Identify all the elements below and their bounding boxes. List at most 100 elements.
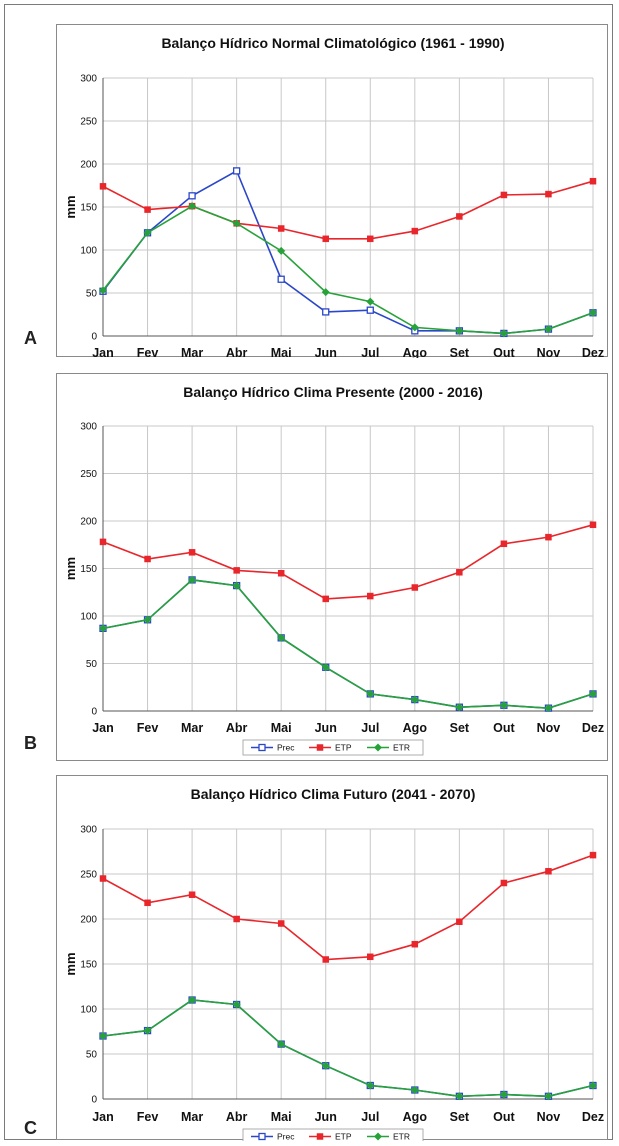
data-point	[411, 227, 419, 235]
data-point	[499, 329, 508, 338]
x-tick-label: Jan	[92, 1110, 114, 1124]
y-tick-label: 100	[80, 1005, 97, 1016]
data-point	[500, 540, 508, 548]
data-point	[321, 288, 330, 297]
data-point	[99, 624, 107, 633]
legend-swatch-marker	[258, 743, 266, 752]
data-point	[499, 1090, 508, 1099]
chart-panel-c: Balanço Hídrico Clima Futuro (2041 - 207…	[56, 775, 608, 1141]
data-point	[277, 920, 285, 927]
gridlines	[102, 425, 594, 712]
data-point	[455, 1092, 464, 1101]
x-tick-label: Fev	[137, 721, 159, 735]
y-tick-label: 250	[80, 117, 97, 128]
data-point	[456, 569, 463, 576]
y-axis-label: mm	[63, 557, 78, 580]
y-axis-label: mm	[63, 952, 78, 975]
data-point	[544, 1092, 553, 1101]
data-point	[411, 584, 419, 591]
x-tick-label: Jul	[361, 721, 379, 735]
data-point	[99, 183, 107, 190]
legend-swatch-marker	[316, 1133, 324, 1140]
data-point	[99, 286, 107, 295]
series-line-prec	[102, 999, 594, 1098]
data-point	[456, 213, 463, 220]
y-tick-label: 300	[80, 825, 97, 836]
y-tick-label: 250	[80, 870, 97, 881]
x-tick-label: Mar	[181, 721, 203, 735]
series-etr	[99, 202, 597, 338]
panel-label-c: C	[24, 1118, 37, 1138]
data-point	[277, 570, 285, 577]
data-point	[589, 851, 597, 859]
y-tick-label: 300	[80, 74, 97, 85]
data-point	[188, 192, 196, 200]
y-tick-label: 150	[80, 960, 97, 971]
series-etr	[99, 575, 597, 713]
series-line-etp	[102, 180, 594, 240]
x-tick-label: Mar	[181, 346, 203, 358]
legend: Prec ETP ETR	[242, 1128, 424, 1141]
data-point	[545, 190, 552, 198]
data-point	[233, 915, 240, 923]
series-etr	[99, 996, 597, 1101]
x-tick-label: Dez	[582, 1110, 604, 1124]
chart-title: Balanço Hídrico Clima Presente (2000 - 2…	[183, 384, 483, 400]
y-tick-label: 50	[86, 289, 98, 300]
data-point	[411, 940, 419, 948]
data-point	[322, 235, 329, 243]
series-etp	[99, 521, 597, 603]
x-tick-label: Ago	[403, 346, 428, 358]
legend-swatch-marker	[316, 744, 324, 751]
x-tick-label: Ago	[403, 721, 428, 735]
data-point	[410, 695, 419, 704]
series-line-prec	[102, 579, 594, 709]
data-point	[188, 549, 196, 556]
data-point	[188, 202, 197, 211]
data-point	[99, 538, 107, 546]
x-tick-label: Nov	[537, 1110, 561, 1124]
data-point	[366, 1081, 375, 1090]
legend: Prec ETP ETR	[242, 739, 424, 756]
data-point	[410, 323, 419, 332]
data-point	[232, 219, 241, 228]
data-point	[322, 308, 330, 316]
series-line-etr	[102, 579, 594, 709]
panel-label-a: A	[24, 328, 37, 348]
x-tick-label: Jul	[361, 346, 379, 358]
legend-swatch-marker	[258, 1132, 266, 1141]
x-tick-label: Out	[493, 721, 515, 735]
data-point	[500, 191, 508, 199]
gridlines	[102, 828, 594, 1100]
x-tick-label: Mai	[271, 346, 292, 358]
legend-label: ETP	[335, 743, 352, 753]
data-point	[366, 297, 375, 306]
chart-title: Balanço Hídrico Clima Futuro (2041 - 207…	[191, 786, 476, 802]
x-tick-label: Out	[493, 346, 515, 358]
data-point	[143, 228, 152, 237]
x-tick-label: Jan	[92, 721, 114, 735]
data-point	[500, 879, 508, 887]
data-point	[143, 1026, 152, 1035]
series-etp	[99, 851, 597, 963]
data-point	[545, 533, 552, 541]
y-tick-label: 150	[80, 564, 97, 575]
data-point	[410, 1086, 419, 1094]
series-line-etr	[102, 205, 594, 335]
data-point	[144, 555, 151, 563]
x-tick-label: Jun	[315, 346, 337, 358]
data-point	[277, 246, 286, 255]
x-tick-label: Mai	[271, 1110, 292, 1124]
x-tick-label: Mar	[181, 1110, 203, 1124]
x-tick-label: Jun	[315, 1110, 337, 1124]
x-tick-label: Out	[493, 1110, 515, 1124]
data-point	[277, 1040, 286, 1049]
x-tick-label: Dez	[582, 346, 604, 358]
y-tick-label: 100	[80, 246, 97, 257]
series-line-etp	[102, 854, 594, 961]
y-axis-label: mm	[63, 195, 78, 218]
data-point	[144, 206, 151, 213]
series-line-etp	[102, 524, 594, 600]
data-point	[545, 868, 552, 875]
data-point	[455, 703, 464, 712]
